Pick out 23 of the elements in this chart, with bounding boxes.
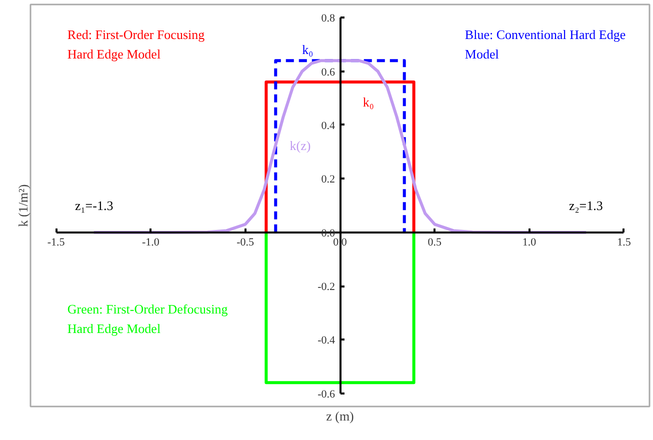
annotation: z₂=1.3 (568, 198, 603, 213)
x-tick-label: -1.0 (142, 236, 160, 248)
y-tick-label: -0.6 (318, 388, 336, 400)
x-tick-label: -0.5 (236, 236, 255, 248)
annotation: k₀ (362, 94, 374, 110)
x-tick-label: -1.5 (47, 236, 66, 248)
x-tick-label: 1.5 (617, 236, 632, 248)
annotation: Green: First-Order Defocusing Hard Edge Model (67, 301, 228, 336)
y-tick-label: 0.4 (321, 120, 336, 132)
y-tick-label: 0.6 (321, 66, 336, 78)
y-tick-label: 0.2 (321, 174, 335, 186)
annotation: k₀ (302, 42, 314, 58)
annotation: z₁=-1.3 (74, 198, 114, 213)
annotation: Red: First-Order Focusing Hard Edge Model (67, 27, 206, 62)
y-tick-label: -0.4 (318, 334, 336, 347)
x-tick-label: 1.0 (522, 236, 537, 248)
annotation: k(z) (290, 138, 311, 153)
x-axis-title: z (m) (326, 408, 354, 424)
annotation: Blue: Conventional Hard Edge Model (464, 27, 626, 62)
y-tick-label: -0.2 (318, 281, 336, 294)
y-axis-title: k (1/m²) (16, 184, 30, 227)
y-tick-label: 0.8 (321, 12, 336, 25)
x-tick-label: 0.5 (428, 236, 442, 248)
